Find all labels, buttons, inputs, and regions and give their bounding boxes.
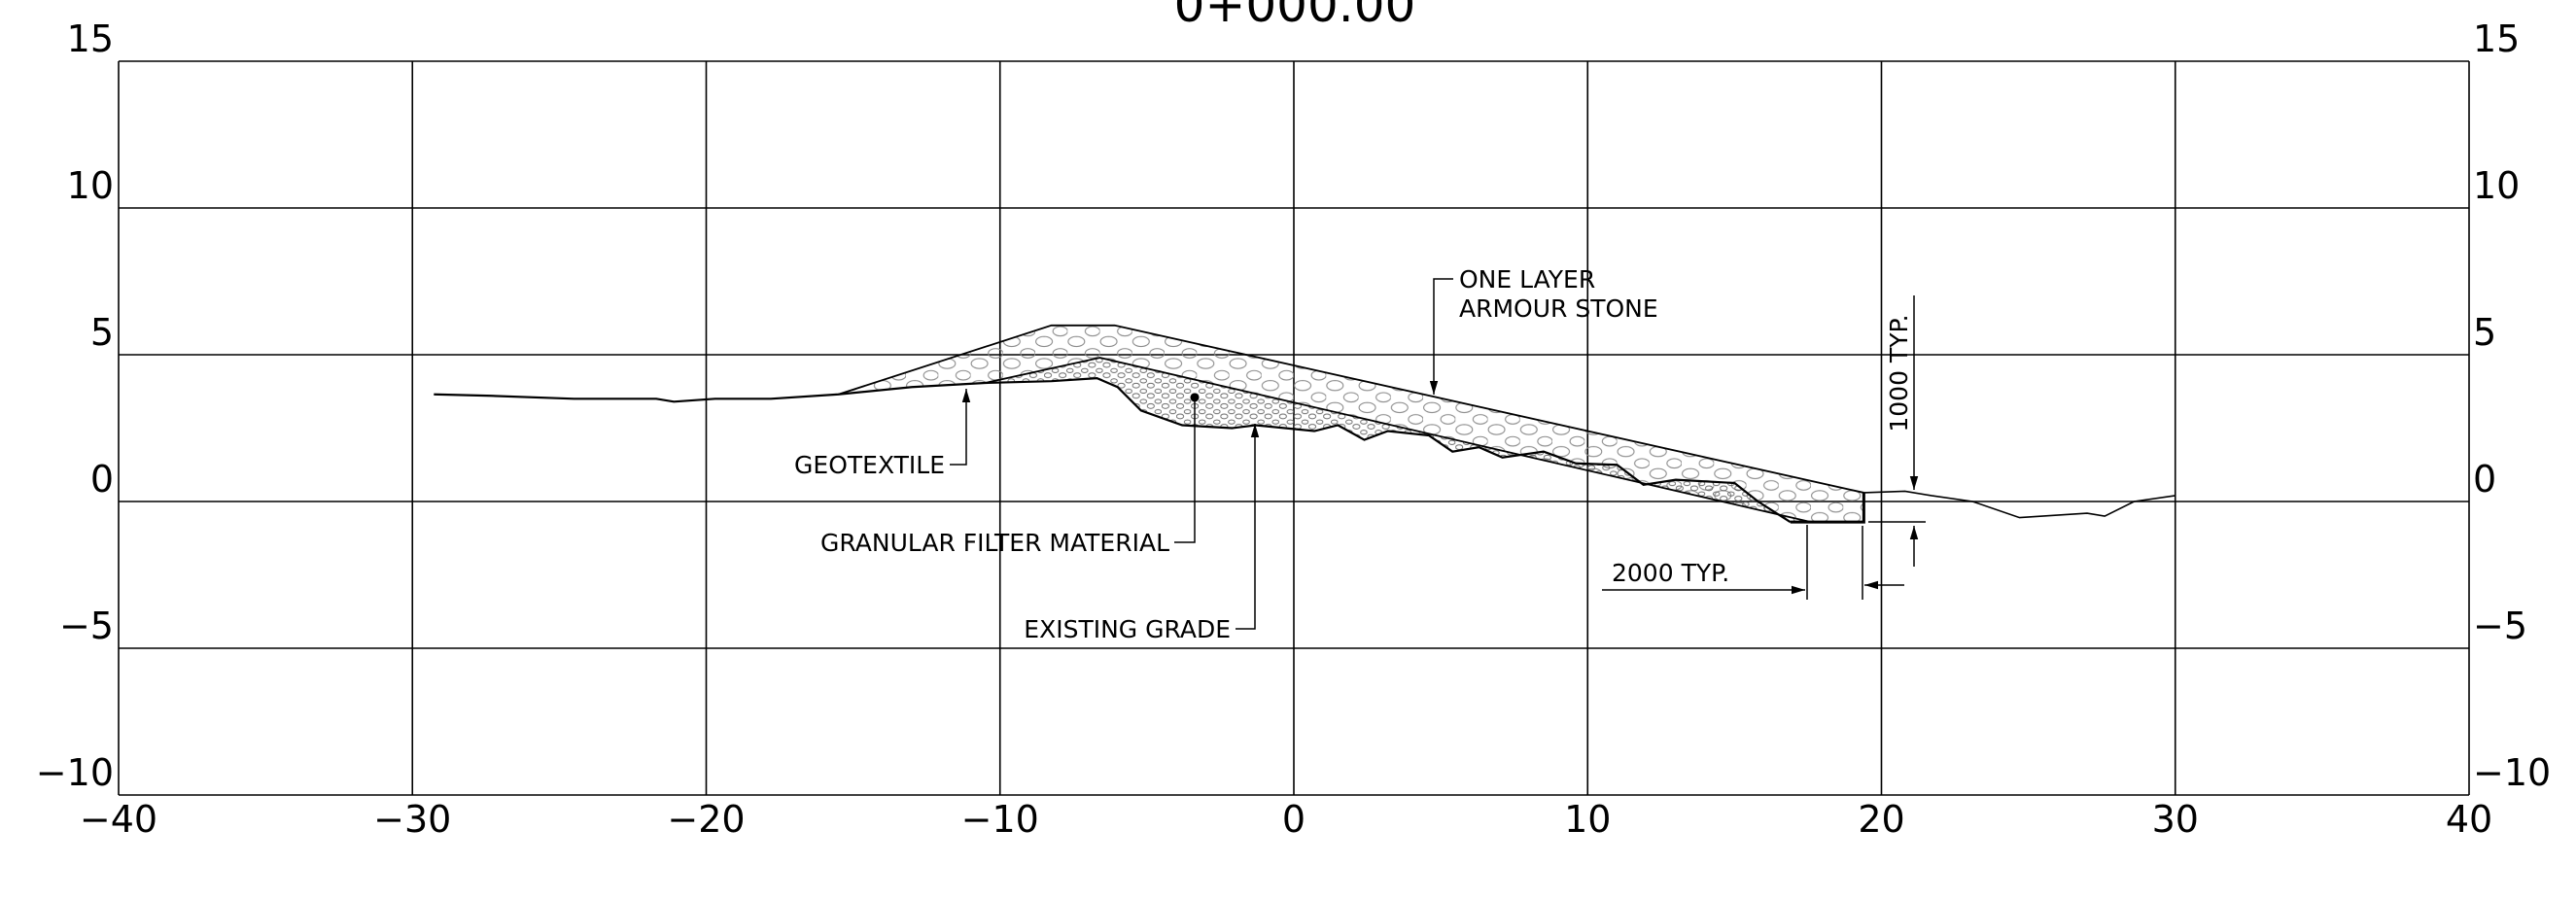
x-tick-label: −20 <box>667 798 745 841</box>
leader-dot <box>1190 393 1200 402</box>
y-tick-label-right: 10 <box>2473 164 2520 207</box>
leader <box>950 389 971 466</box>
leader <box>1236 424 1260 630</box>
x-tick-label: −10 <box>961 798 1039 841</box>
x-tick-label: 0 <box>1282 798 1305 841</box>
grade-label: EXISTING GRADE <box>1024 615 1231 643</box>
y-tick-label-right: −10 <box>2473 751 2551 794</box>
x-tick-label: −30 <box>373 798 451 841</box>
leader <box>1174 398 1196 543</box>
y-tick-label-left: −5 <box>59 605 114 647</box>
armour-inner <box>986 358 1811 522</box>
y-tick-label-right: 0 <box>2473 458 2496 501</box>
y-tick-label-right: −5 <box>2473 605 2527 647</box>
annotations: ONE LAYER ARMOUR STONE 1000 TYP. 2000 TY… <box>794 265 1926 643</box>
y-tick-label-left: −10 <box>36 751 114 794</box>
x-tick-label: 10 <box>1564 798 1611 841</box>
leader <box>1429 278 1453 395</box>
x-tick-label: −40 <box>80 798 157 841</box>
existing-grade-right <box>1863 491 2175 517</box>
dimension-label: 1000 TYP. <box>1885 314 1913 432</box>
y-tick-label-right: 5 <box>2473 311 2496 354</box>
x-tick-label: 30 <box>2152 798 2199 841</box>
grid <box>118 60 2470 796</box>
filter-label: GRANULAR FILTER MATERIAL <box>820 529 1169 557</box>
y-tick-label-left: 5 <box>90 311 114 354</box>
geotextile-label: GEOTEXTILE <box>794 451 945 479</box>
drawing-title: 0+000.00 <box>1174 0 1416 33</box>
y-tick-label-left: 0 <box>90 458 114 501</box>
toe <box>1791 493 1864 522</box>
x-tick-label: 20 <box>1858 798 1904 841</box>
x-tick-label: 40 <box>2446 798 2492 841</box>
y-tick-label-left: 10 <box>67 164 114 207</box>
y-tick-label-right: 15 <box>2473 17 2520 60</box>
armour-outline <box>839 326 1864 493</box>
armour-label: ONE LAYER <box>1459 265 1595 294</box>
armour-label: ARMOUR STONE <box>1459 294 1658 323</box>
dimension-label: 2000 TYP. <box>1612 559 1729 587</box>
y-tick-label-left: 15 <box>67 17 114 60</box>
